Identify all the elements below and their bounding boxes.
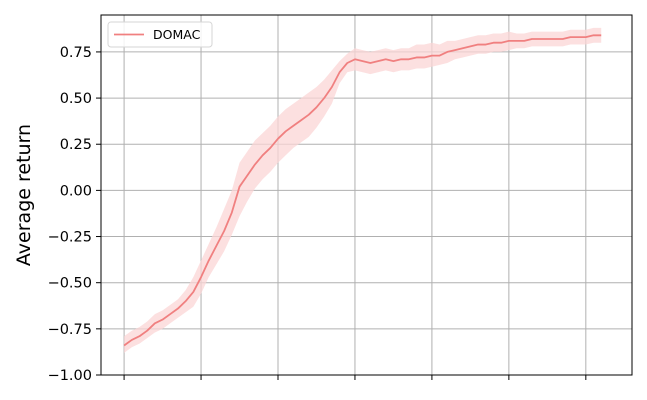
- y-tick-label: 0.25: [60, 137, 92, 153]
- y-tick-label: 0.75: [60, 45, 92, 61]
- y-axis-label: Average return: [13, 124, 35, 266]
- y-tick-label: −0.50: [48, 276, 92, 292]
- legend: DOMAC: [107, 21, 213, 48]
- y-tick-label: 0.00: [60, 183, 92, 199]
- y-axis-ticks: −1.00 −0.75 −0.50 −0.25 0.00 0.25 0.50 0.75: [48, 45, 101, 384]
- plot-frame: [100, 14, 633, 376]
- y-tick-label: 0.50: [60, 91, 92, 107]
- legend-label: DOMAC: [153, 27, 201, 42]
- series-lines: [123, 34, 602, 347]
- y-tick-label: −1.00: [48, 368, 92, 384]
- x-axis-ticks: [123, 375, 587, 380]
- y-tick-label: −0.25: [48, 230, 92, 246]
- series-line: [123, 34, 602, 347]
- y-tick-label: −0.75: [48, 322, 92, 338]
- series-band: [124, 27, 602, 353]
- legend-box: [107, 21, 213, 48]
- confidence-bands: [124, 27, 602, 353]
- grid: [101, 15, 632, 376]
